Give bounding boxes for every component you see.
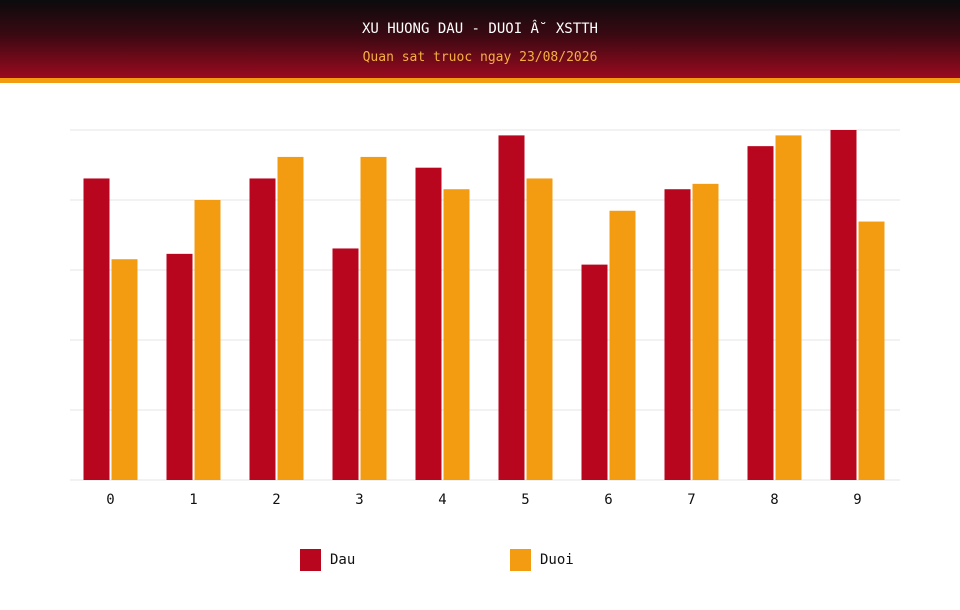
x-tick-label: 4: [438, 492, 446, 508]
bar-duoi-9[interactable]: [858, 221, 885, 481]
x-tick-label: 9: [853, 492, 861, 508]
bar-dau-7[interactable]: [664, 189, 691, 480]
bar-dau-2[interactable]: [249, 178, 276, 480]
chart-header: [0, 0, 960, 78]
x-tick-label: 6: [604, 492, 612, 508]
chart-title: XU HUONG DAU - DUOI Â˘ XSTTH: [361, 21, 598, 37]
x-tick-label: 8: [770, 492, 778, 508]
x-tick-label: 0: [106, 492, 114, 508]
bar-dau-9[interactable]: [830, 130, 857, 480]
x-tick-label: 3: [355, 492, 363, 508]
bar-duoi-4[interactable]: [443, 189, 470, 480]
bar-dau-0[interactable]: [83, 178, 110, 480]
legend-swatch-dau: [300, 549, 321, 571]
bar-duoi-3[interactable]: [360, 156, 387, 480]
x-tick-label: 2: [272, 492, 280, 508]
chart-subtitle: Quan sat truoc ngay 23/08/2026: [362, 50, 598, 65]
bar-duoi-5[interactable]: [526, 178, 553, 480]
header-accent-stripe: [0, 78, 960, 83]
legend-item-dau[interactable]: Dau: [300, 549, 355, 571]
bar-dau-5[interactable]: [498, 135, 525, 480]
bar-duoi-6[interactable]: [609, 210, 636, 480]
bar-duoi-1[interactable]: [194, 200, 221, 480]
x-tick-label: 1: [189, 492, 197, 508]
bar-duoi-7[interactable]: [692, 183, 719, 480]
bar-dau-8[interactable]: [747, 146, 774, 480]
bar-duoi-2[interactable]: [277, 156, 304, 480]
legend-item-duoi[interactable]: Duoi: [510, 549, 574, 571]
bar-duoi-0[interactable]: [111, 259, 138, 480]
bar-duoi-8[interactable]: [775, 135, 802, 480]
bar-dau-6[interactable]: [581, 264, 608, 480]
x-tick-label: 7: [687, 492, 695, 508]
bar-dau-4[interactable]: [415, 167, 442, 480]
legend-label-dau: Dau: [330, 552, 356, 568]
bar-chart: 0 1 2 3 4 5 6 7 8 9: [70, 129, 900, 508]
bar-dau-1[interactable]: [166, 253, 193, 480]
x-tick-label: 5: [521, 492, 529, 508]
legend-label-duoi: Duoi: [540, 552, 574, 568]
legend-swatch-duoi: [510, 549, 531, 571]
bar-dau-3[interactable]: [332, 248, 359, 480]
